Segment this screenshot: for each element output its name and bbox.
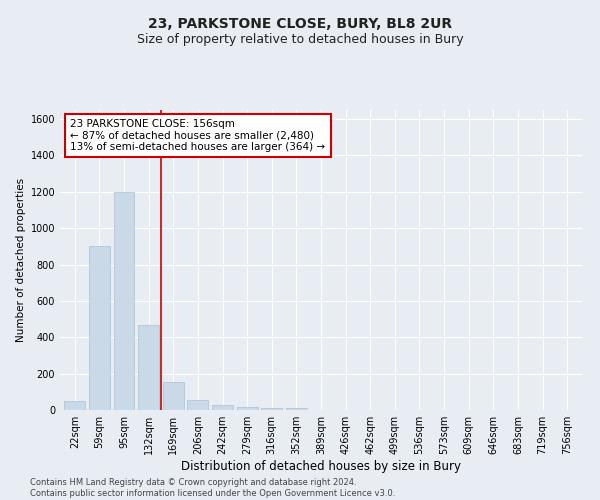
Bar [89,246,110,410]
Text: 23 PARKSTONE CLOSE: 156sqm
← 87% of detached houses are smaller (2,480)
13% of s: 23 PARKSTONE CLOSE: 156sqm ← 87% of deta… [70,119,326,152]
Bar [138,324,159,410]
Y-axis label: Number of detached properties: Number of detached properties [16,178,26,342]
Bar [286,408,307,410]
Bar [64,401,85,410]
Bar [187,400,208,410]
Text: Contains HM Land Registry data © Crown copyright and database right 2024.
Contai: Contains HM Land Registry data © Crown c… [30,478,395,498]
Text: Size of property relative to detached houses in Bury: Size of property relative to detached ho… [137,32,463,46]
X-axis label: Distribution of detached houses by size in Bury: Distribution of detached houses by size … [181,460,461,473]
Bar [163,382,184,410]
Bar [113,192,134,410]
Bar [212,404,233,410]
Text: 23, PARKSTONE CLOSE, BURY, BL8 2UR: 23, PARKSTONE CLOSE, BURY, BL8 2UR [148,18,452,32]
Bar [261,408,282,410]
Bar [236,408,257,410]
